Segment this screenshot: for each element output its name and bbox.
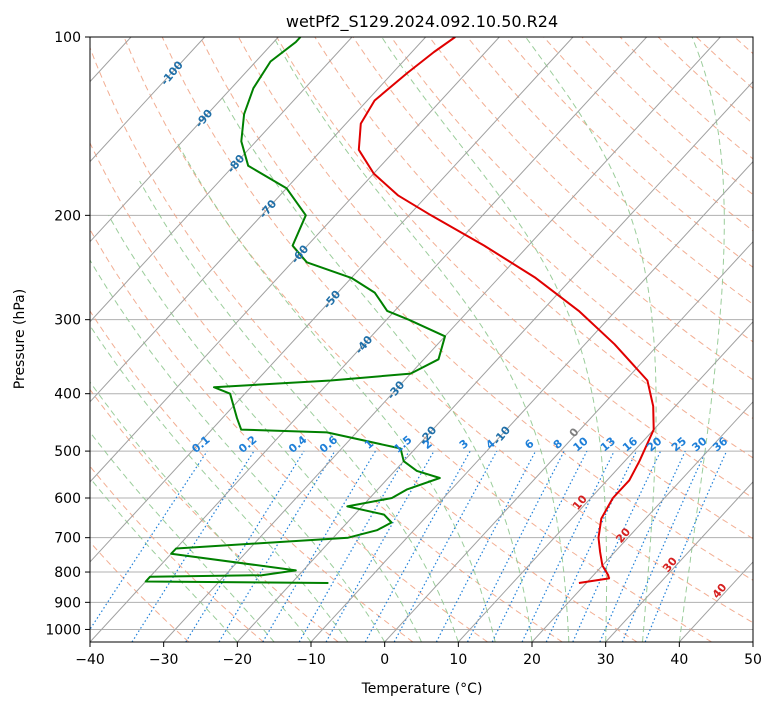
moist-adiabat-line: [108, 215, 422, 642]
moist-adiabat-line: [273, 37, 570, 642]
isotherm-line: [90, 37, 279, 243]
x-tick-label: −10: [296, 652, 326, 668]
dry-adiabat-line: [199, 37, 753, 581]
isotherm-line: [90, 37, 500, 483]
y-tick-label: 300: [54, 313, 81, 329]
mixing-ratio-line: [185, 450, 305, 642]
mixing-ratio-line: [325, 450, 435, 642]
isotherm-line: [605, 481, 753, 642]
y-tick-label: 900: [54, 595, 81, 611]
moist-adiabat-line: [381, 37, 608, 642]
y-tick-label: 100: [54, 30, 81, 46]
dry-adiabat-line: [90, 541, 190, 642]
moist-adiabat-line: [90, 259, 386, 642]
y-axis-ticks: 1000 900 800 700 600 500 400 300 200 100: [45, 30, 90, 638]
moist-adiabat-line: [678, 37, 725, 642]
y-axis-label: Pressure (hPa): [12, 289, 28, 389]
x-tick-label: −30: [149, 652, 179, 668]
dry-adiabat-line: [314, 37, 753, 459]
moist-adiabat-line: [90, 381, 312, 642]
y-tick-label: 200: [54, 208, 81, 224]
dry-adiabat-line: [90, 228, 488, 642]
dry-adiabat-line: [123, 37, 712, 642]
chart-title: wetPf2_S129.2024.092.10.50.R24: [286, 12, 558, 32]
mixing-ratio-line: [491, 450, 588, 642]
x-axis-label: Temperature (°C): [361, 681, 483, 697]
mixing-ratio-lines: [90, 450, 728, 642]
x-tick-label: 40: [670, 652, 688, 668]
x-tick-label: 50: [744, 652, 762, 668]
profile-series: [144, 37, 655, 584]
moist-adiabat-line: [90, 324, 349, 642]
moist-adiabat-line: [175, 141, 496, 642]
dry-adiabat-line: [90, 46, 638, 642]
x-tick-label: 30: [597, 652, 615, 668]
y-tick-label: 500: [54, 444, 81, 460]
isotherms: [90, 37, 753, 642]
dry-adiabat-line: [161, 37, 753, 624]
mixing-ratio-line: [466, 450, 565, 642]
y-tick-label: 1000: [45, 622, 81, 638]
isotherm-line: [310, 160, 753, 642]
moist-adiabats: [90, 37, 725, 642]
isotherm-line: [163, 37, 721, 642]
moist-adiabat-line: [219, 94, 533, 642]
mixing-ratio-line: [621, 450, 707, 642]
isotherm-line: [90, 37, 427, 403]
dry-adiabats: [90, 37, 753, 642]
plot-frame: [89, 36, 754, 643]
dry-adiabat-line: [352, 37, 753, 420]
x-tick-label: −40: [75, 652, 105, 668]
x-axis-ticks: −40 −30 −20 −10 0 10 20 30 40 50: [75, 642, 762, 668]
y-tick-label: 600: [54, 491, 81, 507]
isotherm-line: [90, 37, 648, 642]
y-tick-label: 800: [54, 565, 81, 581]
dry-adiabat-line: [428, 37, 753, 343]
mixing-ratio-line: [393, 450, 498, 642]
moist-adiabat-line: [90, 477, 238, 642]
mixing-ratio-line: [90, 450, 208, 631]
dry-adiabat-line: [90, 142, 563, 642]
mixing-ratio-line: [218, 450, 336, 642]
x-tick-label: 10: [449, 652, 467, 668]
isotherm-line: [384, 240, 753, 642]
dewpoint-profile: [144, 37, 446, 584]
isotherm-line: [90, 37, 574, 563]
x-tick-label: 20: [523, 652, 541, 668]
dry-adiabat-line: [276, 37, 753, 499]
y-tick-label: 400: [54, 387, 81, 403]
x-tick-label: 0: [380, 652, 389, 668]
isotherm-line: [90, 37, 206, 163]
dry-adiabat-line: [390, 37, 753, 381]
mixing-ratio-line: [131, 450, 255, 642]
dry-adiabat-line: [90, 465, 264, 642]
isotherm-line: [531, 401, 753, 642]
isotherm-line: [236, 80, 753, 642]
plot-area: 0.1 0.2 0.4 0.6 1 1.5 2 3 4 6 8 10 13 16 20 25 30 36-100-…: [90, 37, 753, 642]
moist-adiabat-line: [90, 431, 275, 642]
moist-adiabat-line: [525, 37, 657, 642]
mixing-ratio-line: [599, 450, 686, 642]
mixing-ratio-line: [364, 450, 471, 642]
isotherm-line: [457, 321, 753, 642]
temperature-profile: [357, 37, 655, 584]
isotherm-line: [90, 37, 353, 323]
y-tick-label: 700: [54, 531, 81, 547]
moist-adiabat-line: [139, 180, 459, 642]
x-tick-label: −20: [223, 652, 253, 668]
